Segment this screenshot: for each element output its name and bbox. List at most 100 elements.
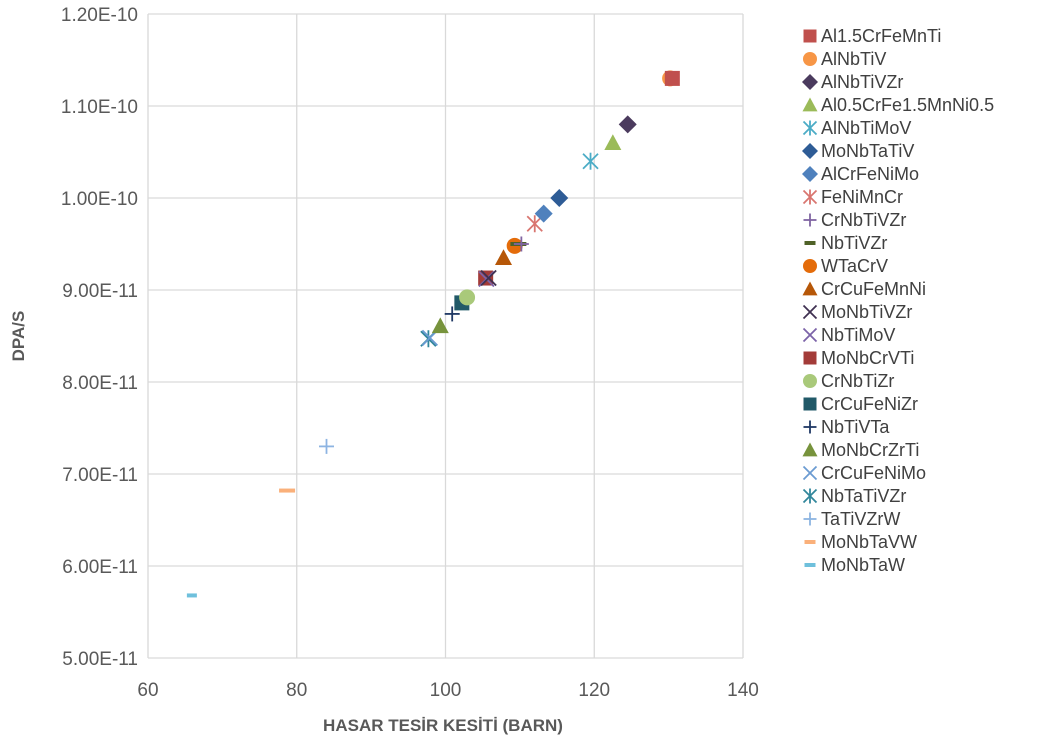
legend-item: Al0.5CrFe1.5MnNi0.5 bbox=[802, 95, 994, 115]
legend-label: CrNbTiVZr bbox=[821, 210, 906, 230]
legend-item: AlCrFeNiMo bbox=[802, 164, 919, 184]
legend-marker bbox=[802, 488, 818, 504]
legend-marker bbox=[804, 540, 816, 544]
legend-marker bbox=[802, 74, 818, 90]
legend-item: CrCuFeMnNi bbox=[802, 279, 926, 299]
data-point bbox=[618, 115, 637, 134]
legend-marker bbox=[803, 512, 817, 526]
y-tick-label: 1.20E-10 bbox=[61, 5, 138, 26]
legend-marker bbox=[802, 442, 818, 457]
legend-label: CrNbTiZr bbox=[821, 371, 894, 391]
legend-item: Al1.5CrFeMnTi bbox=[803, 26, 941, 46]
legend-label: MoNbTaVW bbox=[821, 532, 917, 552]
legend-label: FeNiMnCr bbox=[821, 187, 903, 207]
y-tick-label: 5.00E-11 bbox=[62, 649, 138, 670]
x-tick-label: 140 bbox=[727, 680, 759, 701]
legend-marker bbox=[802, 166, 818, 182]
legend-label: MoNbTaTiV bbox=[821, 141, 914, 161]
legend-label: AlNbTiVZr bbox=[821, 72, 903, 92]
legend-label: Al0.5CrFe1.5MnNi0.5 bbox=[821, 95, 994, 115]
data-point bbox=[480, 269, 497, 287]
x-tick-label: 120 bbox=[578, 680, 610, 701]
data-point bbox=[550, 189, 569, 207]
data-point bbox=[604, 134, 622, 151]
data-point bbox=[279, 488, 296, 493]
legend-marker bbox=[803, 351, 817, 365]
data-point bbox=[319, 438, 334, 454]
legend-item: CrCuFeNiMo bbox=[802, 463, 926, 483]
legend-label: NbTiMoV bbox=[821, 325, 895, 345]
legend-item: CrNbTiZr bbox=[803, 371, 894, 391]
data-point bbox=[513, 236, 529, 252]
legend-label: MoNbCrVTi bbox=[821, 348, 914, 368]
legend-item: NbTiVZr bbox=[804, 233, 887, 253]
data-point bbox=[444, 306, 460, 322]
legend-item: WTaCrV bbox=[803, 256, 888, 276]
legend-marker bbox=[802, 189, 818, 205]
y-tick-label: 1.00E-10 bbox=[61, 189, 138, 210]
legend-item: MoNbTaTiV bbox=[802, 141, 914, 161]
legend-item: MoNbCrVTi bbox=[803, 348, 914, 368]
data-point bbox=[478, 270, 495, 288]
legend-marker bbox=[802, 120, 818, 136]
y-tick-label: 7.00E-11 bbox=[62, 465, 138, 486]
data-point bbox=[459, 289, 476, 306]
legend-marker bbox=[803, 213, 817, 227]
legend-label: CrCuFeMnNi bbox=[821, 279, 926, 299]
legend-label: MoNbTaW bbox=[821, 555, 905, 575]
legend-label: NbTiVZr bbox=[821, 233, 887, 253]
y-tick-label: 9.00E-11 bbox=[62, 281, 138, 302]
legend-marker bbox=[803, 52, 817, 66]
grid-lines bbox=[147, 13, 744, 659]
y-tick-label: 6.00E-11 bbox=[62, 557, 138, 578]
legend-label: WTaCrV bbox=[821, 256, 888, 276]
legend-item: MoNbTiVZr bbox=[802, 302, 912, 322]
legend-item: MoNbCrZrTi bbox=[802, 440, 919, 460]
legend-marker bbox=[803, 420, 817, 434]
x-tick-label: 100 bbox=[430, 680, 462, 701]
legend-label: CrCuFeNiZr bbox=[821, 394, 918, 414]
legend-marker bbox=[802, 143, 818, 159]
data-point bbox=[534, 204, 553, 223]
legend-label: AlNbTiV bbox=[821, 49, 886, 69]
legend-item: MoNbTaVW bbox=[804, 532, 917, 552]
y-axis-title: DPA/S bbox=[9, 311, 28, 362]
legend-label: NbTiVTa bbox=[821, 417, 890, 437]
legend-item: AlNbTiMoV bbox=[802, 118, 911, 138]
legend-item: AlNbTiVZr bbox=[802, 72, 903, 92]
data-point bbox=[495, 249, 513, 266]
legend-label: MoNbTiVZr bbox=[821, 302, 912, 322]
tick-labels: 60 80 100 120 140 5.00E-11 6.00E-11 7.00E-11 8.0… bbox=[61, 5, 759, 701]
data-point bbox=[186, 593, 197, 598]
legend-marker bbox=[804, 241, 816, 245]
legend: Al1.5CrFeMnTi AlNbTiV AlNbTiVZr Al0.5CrFe1.… bbox=[802, 26, 994, 575]
legend-marker bbox=[802, 304, 818, 320]
legend-item: AlNbTiV bbox=[803, 49, 886, 69]
legend-item: TaTiVZrW bbox=[803, 509, 900, 529]
legend-marker bbox=[803, 397, 817, 411]
data-point bbox=[431, 317, 449, 334]
legend-marker bbox=[803, 29, 817, 43]
x-tick-label: 60 bbox=[137, 680, 158, 701]
legend-marker bbox=[802, 281, 818, 296]
data-points bbox=[186, 70, 680, 598]
legend-marker bbox=[802, 97, 818, 112]
legend-marker bbox=[803, 259, 817, 273]
data-point bbox=[664, 70, 680, 86]
legend-item: CrNbTiVZr bbox=[803, 210, 906, 230]
legend-marker bbox=[803, 374, 817, 388]
data-point bbox=[582, 152, 599, 170]
y-tick-label: 1.10E-10 bbox=[61, 97, 138, 118]
y-tick-label: 8.00E-11 bbox=[62, 373, 138, 394]
legend-item: MoNbTaW bbox=[804, 555, 905, 575]
legend-label: TaTiVZrW bbox=[821, 509, 900, 529]
legend-item: CrCuFeNiZr bbox=[803, 394, 918, 414]
data-point bbox=[526, 215, 543, 233]
legend-label: Al1.5CrFeMnTi bbox=[821, 26, 941, 46]
legend-label: NbTaTiVZr bbox=[821, 486, 906, 506]
legend-label: CrCuFeNiMo bbox=[821, 463, 926, 483]
legend-marker bbox=[802, 327, 818, 343]
x-axis-title: HASAR TESİR KESİTİ (BARN) bbox=[323, 716, 563, 735]
